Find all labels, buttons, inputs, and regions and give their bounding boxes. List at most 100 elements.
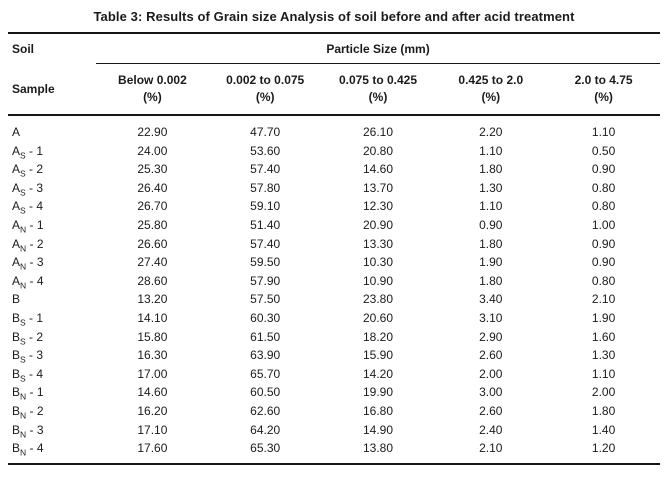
sample-suffix: - 1 bbox=[26, 217, 44, 232]
table-row: A 22.90 47.70 26.10 2.20 1.10 bbox=[8, 115, 660, 142]
value-cell: 16.30 bbox=[137, 348, 168, 363]
table-row: BS - 2 15.80 61.50 18.20 2.90 1.60 bbox=[8, 328, 660, 347]
table-row: BS - 4 17.00 65.70 14.20 2.00 1.10 bbox=[8, 365, 660, 384]
value-cell: 60.50 bbox=[250, 385, 281, 400]
value-cell: 14.60 bbox=[362, 162, 393, 177]
table-row: AN - 2 26.60 57.40 13.30 1.80 0.90 bbox=[8, 235, 660, 254]
value-cell: 1.60 bbox=[591, 329, 616, 344]
header-col-below-0002: Below 0.002 (%) bbox=[96, 64, 209, 116]
value-cell: 13.70 bbox=[362, 180, 393, 195]
value-cell: 17.00 bbox=[137, 366, 168, 381]
sample-cell: BS - 2 bbox=[8, 328, 96, 347]
sample-base: B bbox=[12, 348, 21, 363]
column-unit-label: (%) bbox=[594, 90, 613, 104]
sample-cell: A bbox=[8, 115, 96, 142]
table-row: AN - 4 28.60 57.90 10.90 1.80 0.80 bbox=[8, 272, 660, 291]
value-cell: 15.80 bbox=[137, 329, 168, 344]
sample-base: B bbox=[12, 441, 21, 456]
sample-cell: AS - 4 bbox=[8, 197, 96, 216]
value-cell: 14.20 bbox=[362, 366, 393, 381]
value-cell: 61.50 bbox=[250, 329, 281, 344]
sample-suffix: - 2 bbox=[25, 162, 44, 177]
table-row: BN - 1 14.60 60.50 19.90 3.00 2.00 bbox=[8, 383, 660, 402]
value-cell: 1.40 bbox=[591, 422, 616, 437]
value-cell: 24.00 bbox=[137, 143, 168, 158]
value-cell: 59.10 bbox=[250, 199, 281, 214]
value-cell: 1.20 bbox=[591, 441, 616, 456]
sample-suffix: - 2 bbox=[26, 403, 44, 418]
value-cell: 53.60 bbox=[250, 143, 281, 158]
sample-subscript: N bbox=[20, 224, 27, 235]
header-particle-size: Particle Size (mm) bbox=[96, 33, 660, 64]
sample-cell: BN - 4 bbox=[8, 439, 96, 464]
sample-cell: B bbox=[8, 290, 96, 309]
sample-base: B bbox=[12, 403, 21, 418]
sample-base: A bbox=[12, 236, 21, 251]
value-cell: 16.20 bbox=[137, 403, 168, 418]
value-cell: 13.80 bbox=[362, 441, 393, 456]
value-cell: 18.20 bbox=[362, 329, 393, 344]
value-cell: 1.80 bbox=[479, 162, 503, 177]
value-cell: 27.40 bbox=[137, 255, 168, 270]
column-unit-label: (%) bbox=[481, 90, 501, 104]
value-cell: 1.10 bbox=[591, 366, 616, 381]
value-cell: 65.30 bbox=[250, 441, 281, 456]
sample-base: B bbox=[12, 422, 21, 437]
value-cell: 57.90 bbox=[250, 273, 281, 288]
sample-subscript: S bbox=[20, 354, 26, 365]
header-row-sub: Sample Below 0.002 (%) 0.002 to 0.075 (%… bbox=[8, 64, 660, 116]
table-row: BN - 3 17.10 64.20 14.90 2.40 1.40 bbox=[8, 421, 660, 440]
value-cell: 64.20 bbox=[250, 422, 281, 437]
sample-suffix: - 3 bbox=[26, 255, 44, 270]
sample-cell: BN - 1 bbox=[8, 383, 96, 402]
value-cell: 57.50 bbox=[250, 292, 281, 307]
sample-base: A bbox=[12, 273, 21, 288]
value-cell: 23.80 bbox=[362, 292, 393, 307]
sample-suffix: - 3 bbox=[25, 180, 44, 195]
value-cell: 2.40 bbox=[479, 422, 503, 437]
table-row: AN - 3 27.40 59.50 10.30 1.90 0.90 bbox=[8, 253, 660, 272]
value-cell: 1.30 bbox=[591, 348, 616, 363]
sample-cell: AS - 2 bbox=[8, 160, 96, 179]
value-cell: 17.10 bbox=[137, 422, 168, 437]
sample-suffix: - 3 bbox=[26, 422, 44, 437]
value-cell: 20.80 bbox=[362, 143, 393, 158]
column-unit-label: (%) bbox=[368, 90, 388, 104]
value-cell: 1.90 bbox=[591, 310, 616, 325]
grain-size-table: Soil Particle Size (mm) Sample Below 0.0… bbox=[8, 32, 660, 465]
sample-cell: AS - 3 bbox=[8, 179, 96, 198]
sample-suffix: - 1 bbox=[25, 310, 44, 325]
table-row: AN - 1 25.80 51.40 20.90 0.90 1.00 bbox=[8, 216, 660, 235]
table-body: A 22.90 47.70 26.10 2.20 1.10 AS - 1 24.… bbox=[8, 115, 660, 464]
value-cell: 3.00 bbox=[479, 385, 503, 400]
table-row: AS - 4 26.70 59.10 12.30 1.10 0.80 bbox=[8, 197, 660, 216]
value-cell: 2.10 bbox=[479, 441, 503, 456]
table-row: AS - 1 24.00 53.60 20.80 1.10 0.50 bbox=[8, 142, 660, 161]
sample-base: B bbox=[12, 385, 21, 400]
value-cell: 28.60 bbox=[137, 273, 168, 288]
sample-base: B bbox=[12, 366, 21, 381]
sample-suffix: - 4 bbox=[25, 366, 44, 381]
sample-cell: AN - 4 bbox=[8, 272, 96, 291]
sample-subscript: S bbox=[20, 149, 26, 160]
value-cell: 2.60 bbox=[479, 348, 503, 363]
header-col-0002-0075: 0.002 to 0.075 (%) bbox=[209, 64, 322, 116]
value-cell: 17.60 bbox=[137, 441, 168, 456]
column-range-label: 2.0 to 4.75 bbox=[574, 73, 633, 87]
sample-suffix: - 4 bbox=[25, 199, 44, 214]
column-range-label: 0.425 to 2.0 bbox=[458, 73, 524, 87]
value-cell: 2.90 bbox=[479, 329, 503, 344]
sample-base: A bbox=[12, 199, 21, 214]
sample-suffix: - 1 bbox=[25, 143, 44, 158]
value-cell: 0.80 bbox=[591, 273, 616, 288]
value-cell: 47.70 bbox=[250, 125, 281, 139]
value-cell: 3.40 bbox=[479, 292, 503, 307]
value-cell: 2.00 bbox=[591, 385, 616, 400]
table-row: AS - 2 25.30 57.40 14.60 1.80 0.90 bbox=[8, 160, 660, 179]
sample-cell: BS - 3 bbox=[8, 346, 96, 365]
table-row: BN - 2 16.20 62.60 16.80 2.60 1.80 bbox=[8, 402, 660, 421]
header-col-0075-0425: 0.075 to 0.425 (%) bbox=[322, 64, 435, 116]
value-cell: 0.80 bbox=[591, 180, 616, 195]
value-cell: 57.40 bbox=[250, 236, 281, 251]
table-row: BS - 3 16.30 63.90 15.90 2.60 1.30 bbox=[8, 346, 660, 365]
